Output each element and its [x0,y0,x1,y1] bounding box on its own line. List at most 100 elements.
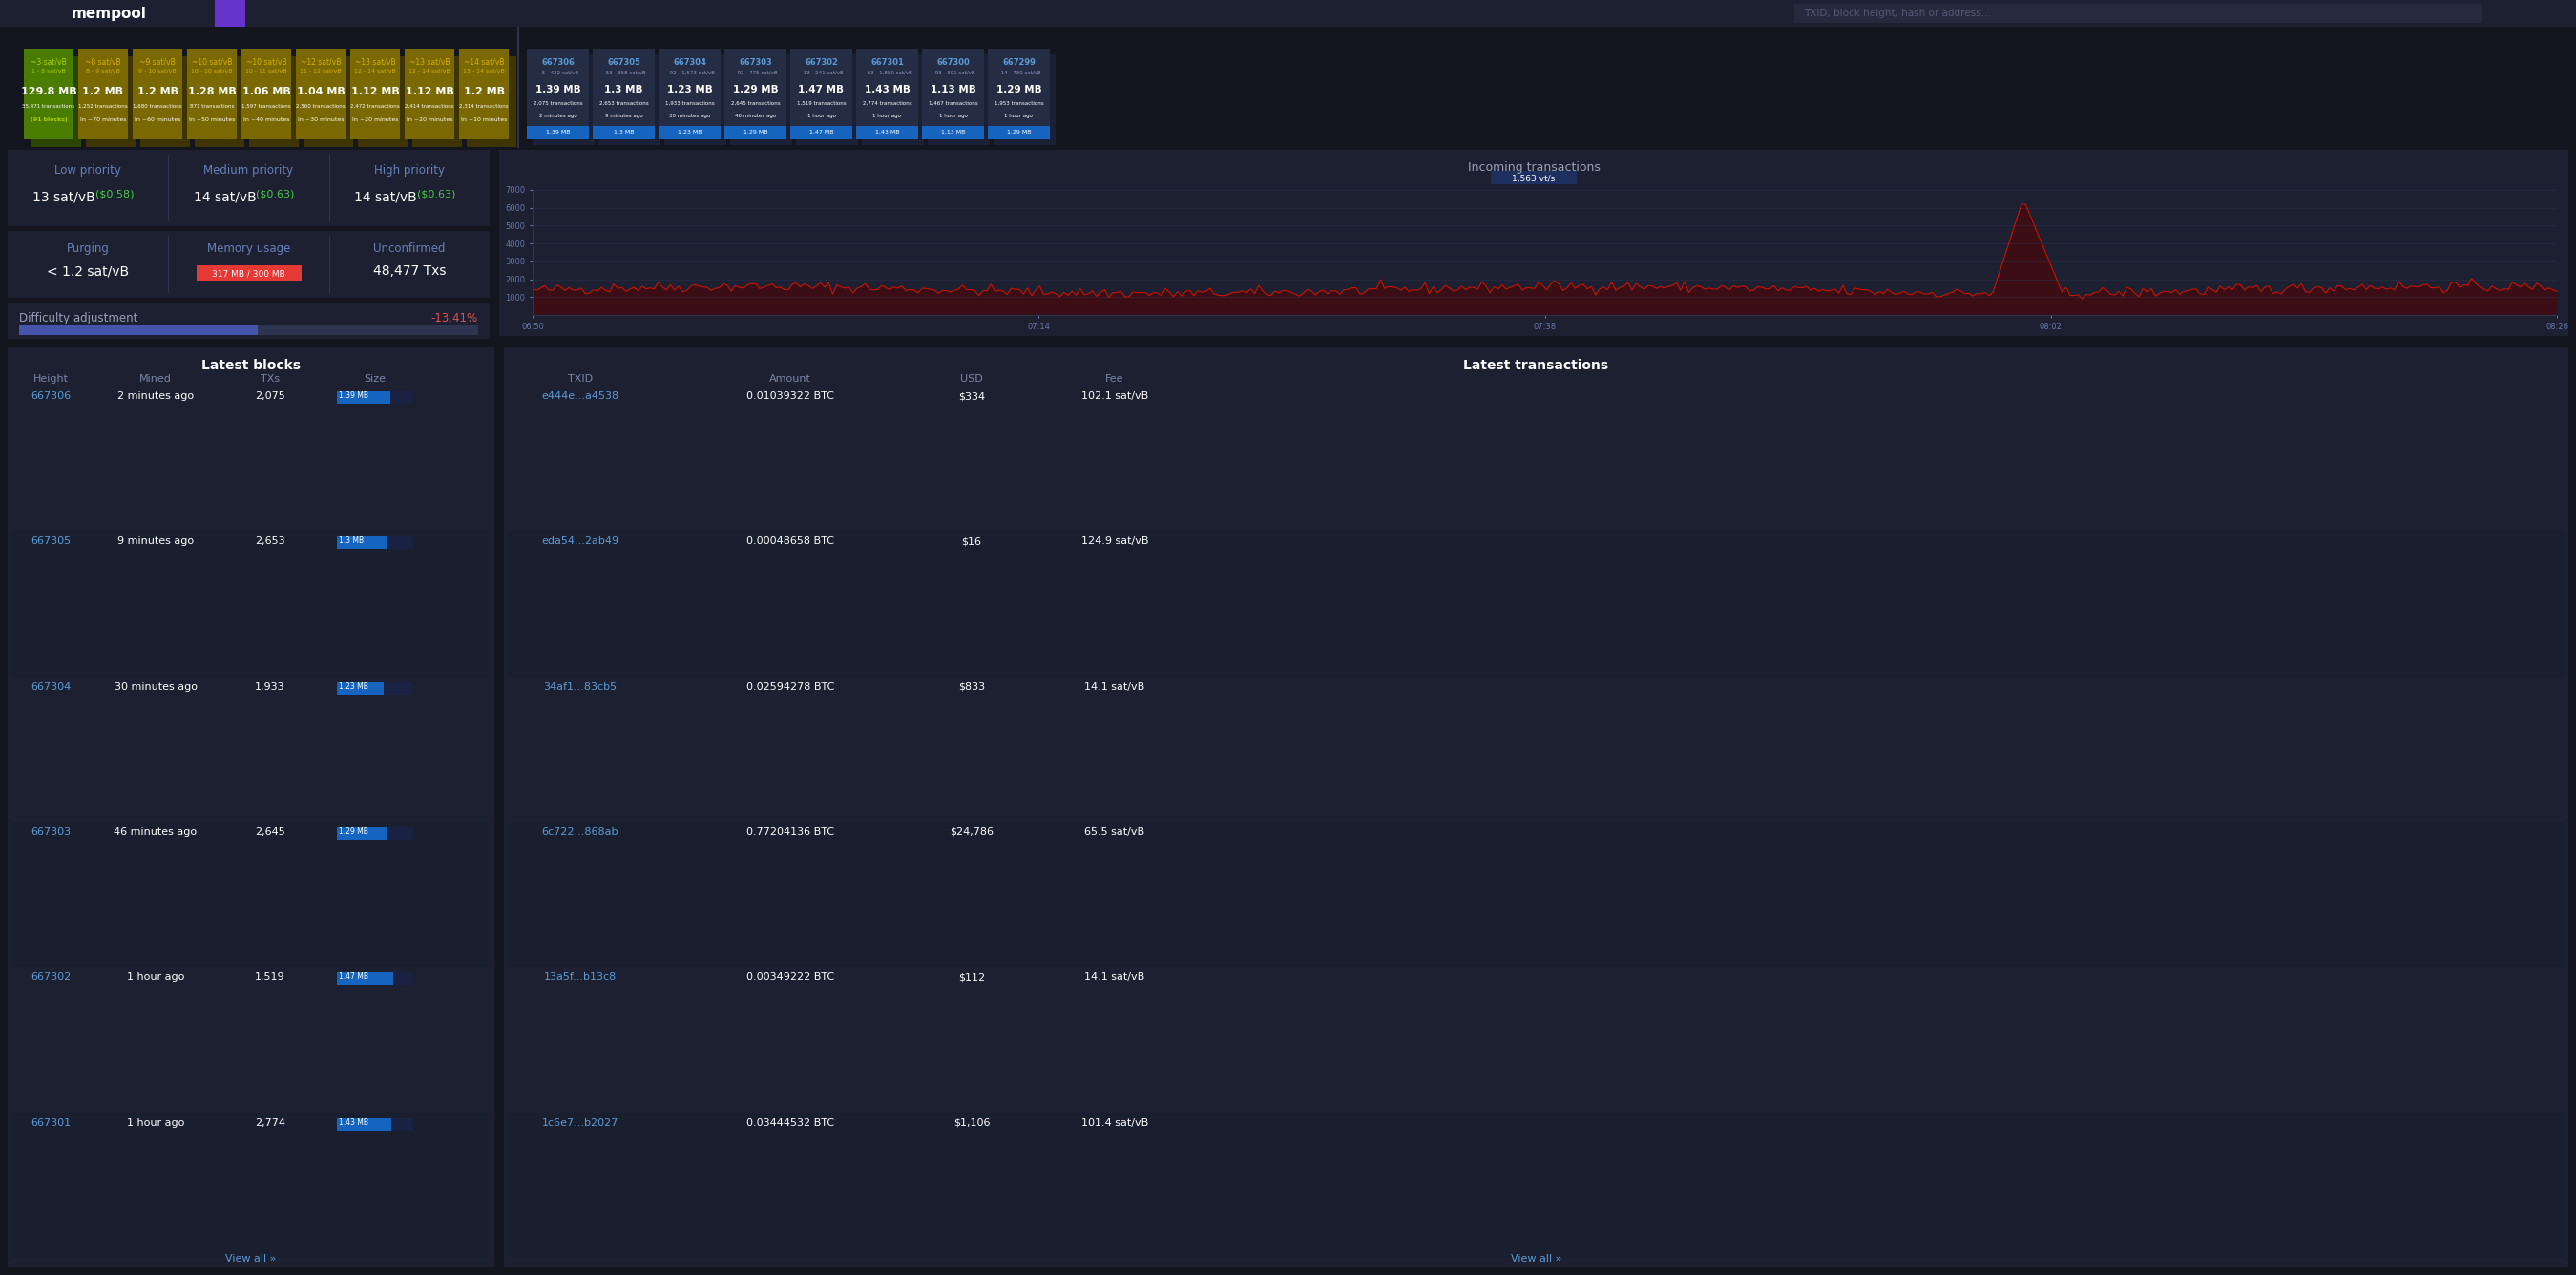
Text: 13 sat/vB: 13 sat/vB [33,190,95,203]
Text: 1.29 MB: 1.29 MB [1007,130,1030,135]
Bar [337,827,412,840]
Text: 667306: 667306 [31,391,70,400]
Text: In ~60 minutes: In ~60 minutes [134,117,180,122]
Text: 1,467 transactions: 1,467 transactions [927,101,979,106]
Text: 65.5 sat/vB: 65.5 sat/vB [1084,827,1144,836]
Text: 667302: 667302 [31,973,70,982]
Text: In ~70 minutes: In ~70 minutes [80,117,126,122]
Text: 124.9 sat/vB: 124.9 sat/vB [1082,537,1149,546]
Text: 8 - 9 sat/vB: 8 - 9 sat/vB [85,68,121,73]
Text: 667302: 667302 [804,59,837,66]
Text: 1.39 MB: 1.39 MB [546,130,569,135]
Text: 1.28 MB: 1.28 MB [188,87,237,97]
Bar [214,0,245,27]
Text: ~53 - 358 sat/vB: ~53 - 358 sat/vB [600,70,647,74]
Text: 1,519: 1,519 [255,973,286,982]
Text: View all »: View all » [227,1255,276,1264]
Text: 871 transactions: 871 transactions [191,105,234,108]
Text: Mined: Mined [139,374,173,384]
Text: ~63 - 1,880 sat/vB: ~63 - 1,880 sat/vB [863,70,912,74]
Bar [533,55,595,145]
Bar [358,56,407,147]
Bar [791,126,853,139]
Bar [8,347,495,1267]
Bar [242,48,291,139]
Bar [10,530,489,676]
Bar [196,56,245,147]
Text: 1.29 MB: 1.29 MB [340,827,368,836]
Text: View all »: View all » [1510,1255,1561,1264]
Bar [337,537,412,550]
Text: -13.41%: -13.41% [430,312,479,324]
Text: 1.3 MB: 1.3 MB [605,85,644,94]
Text: 1.06 MB: 1.06 MB [242,87,291,97]
Text: Amount: Amount [770,374,811,384]
Bar [18,325,258,335]
Bar [188,48,237,139]
Text: 34af1...83cb5: 34af1...83cb5 [544,682,618,691]
Text: 1.39 MB: 1.39 MB [340,391,368,400]
Text: 667303: 667303 [31,827,70,836]
Text: 2,414 transactions: 2,414 transactions [404,105,453,108]
Text: Low priority: Low priority [54,164,121,176]
Bar [922,126,984,139]
Bar [10,1113,489,1258]
Bar [724,48,786,139]
Bar [18,325,479,335]
Text: 12 - 14 sat/vB: 12 - 14 sat/vB [410,68,451,73]
Text: 667299: 667299 [1002,59,1036,66]
Text: 1 hour ago: 1 hour ago [126,973,185,982]
Bar [922,48,984,139]
Text: 1.47 MB: 1.47 MB [809,130,835,135]
Bar [412,56,461,147]
Text: 1c6e7...b2027: 1c6e7...b2027 [541,1118,618,1127]
Text: 101.4 sat/vB: 101.4 sat/vB [1082,1118,1149,1127]
Text: 9 minutes ago: 9 minutes ago [605,113,641,119]
Text: 667304: 667304 [31,682,70,691]
Bar [350,48,399,139]
Text: ~9 sat/vB: ~9 sat/vB [139,59,175,66]
Text: $334: $334 [958,391,984,400]
Text: 667301: 667301 [871,59,904,66]
Bar [337,682,412,695]
Text: TXID: TXID [567,374,592,384]
Text: 0.00048658 BTC: 0.00048658 BTC [747,537,835,546]
Text: 1.29 MB: 1.29 MB [732,85,778,94]
Bar [592,48,654,139]
Bar [85,56,137,147]
Text: 317 MB / 300 MB: 317 MB / 300 MB [211,270,286,279]
Bar [337,537,386,550]
Text: 2,653: 2,653 [255,537,286,546]
Bar [296,48,345,139]
Text: 46 minutes ago: 46 minutes ago [734,113,775,119]
Bar [528,48,590,139]
Text: ~5 - 422 sat/vB: ~5 - 422 sat/vB [538,70,580,74]
Text: 0.02594278 BTC: 0.02594278 BTC [747,682,835,691]
Text: 129.8 MB: 129.8 MB [21,87,77,97]
Bar [592,126,654,139]
Text: High priority: High priority [374,164,446,176]
Text: 1 hour ago: 1 hour ago [1005,113,1033,119]
Bar [8,302,489,339]
Text: 102.1 sat/vB: 102.1 sat/vB [1082,391,1149,400]
Text: ~12 sat/vB: ~12 sat/vB [301,59,340,66]
Text: 1.47 MB: 1.47 MB [799,85,845,94]
Bar [337,973,412,986]
Bar [337,1118,412,1131]
Text: 667300: 667300 [938,59,969,66]
Text: ~13 sat/vB: ~13 sat/vB [355,59,394,66]
Text: Latest transactions: Latest transactions [1463,358,1610,372]
Text: 2,075 transactions: 2,075 transactions [533,101,582,106]
Bar [791,48,853,139]
Text: eda54...2ab49: eda54...2ab49 [541,537,618,546]
Bar [855,126,917,139]
Text: ~14 sat/vB: ~14 sat/vB [464,59,505,66]
Bar [665,55,726,145]
Text: ($0.63): ($0.63) [417,190,456,199]
Text: 1,953 transactions: 1,953 transactions [994,101,1043,106]
Text: mempool: mempool [72,6,147,20]
Text: 1.13 MB: 1.13 MB [930,85,976,94]
Text: 13a5f...b13c8: 13a5f...b13c8 [544,973,616,982]
Text: 2,653 transactions: 2,653 transactions [600,101,649,106]
Text: ($0.58): ($0.58) [95,190,134,199]
